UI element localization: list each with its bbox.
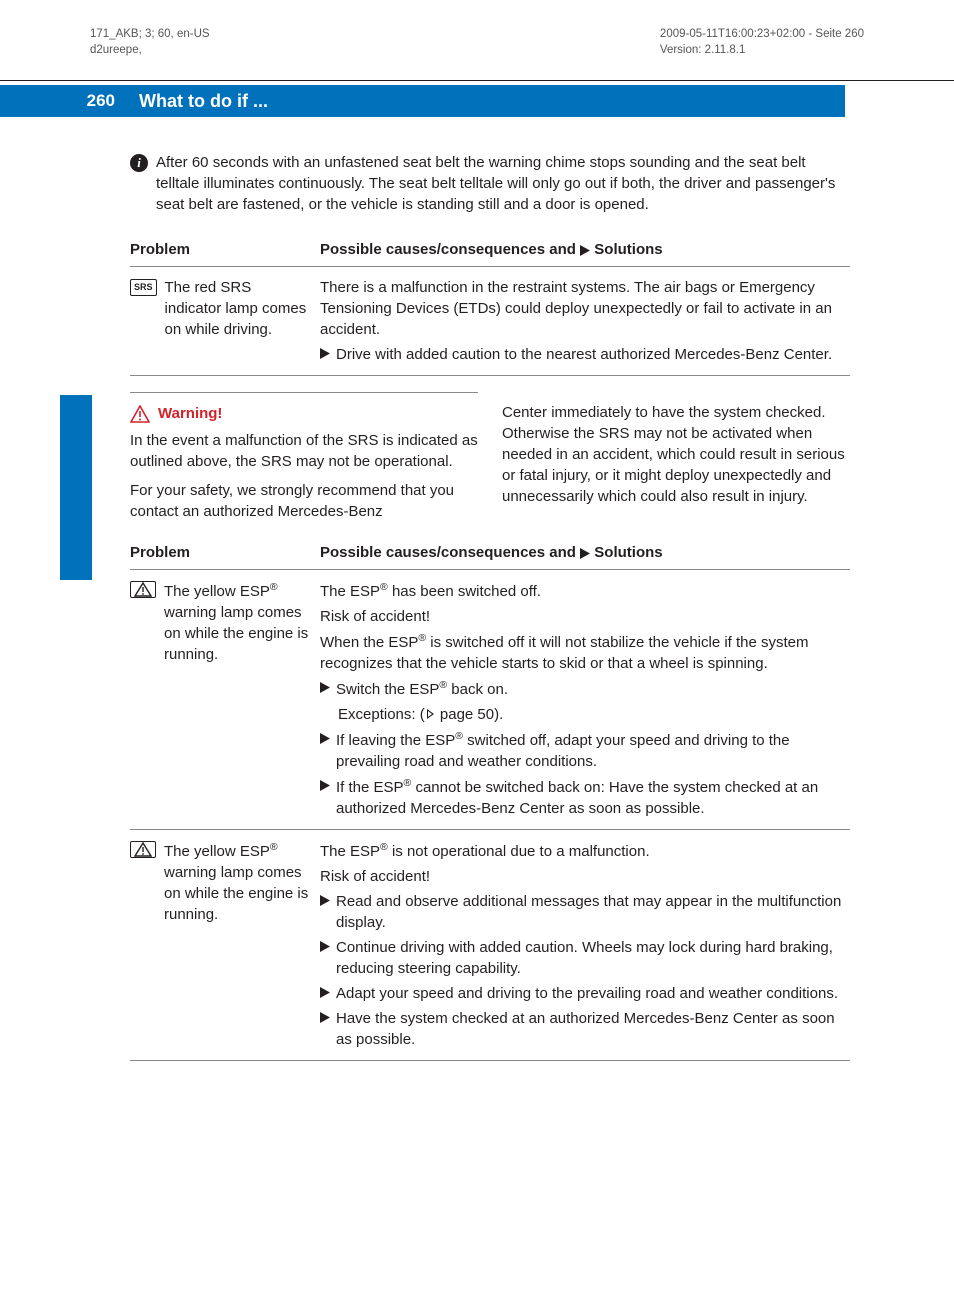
solution-text: Read and observe additional messages tha…: [336, 891, 842, 933]
solution-text: Switch the ESP® back on.: [336, 678, 508, 700]
cause-text-2: When the ESP® is switched off it will no…: [320, 631, 842, 674]
triangle-icon: [580, 245, 590, 256]
page-title: What to do if ...: [125, 85, 845, 117]
risk-text: Risk of accident!: [320, 606, 842, 627]
meta-left-2: d2ureepe,: [90, 42, 210, 58]
triangle-bullet-icon: [320, 987, 330, 998]
document-meta: 171_AKB; 3; 60, en-US d2ureepe, 2009-05-…: [0, 0, 954, 58]
solution-text: Continue driving with added caution. Whe…: [336, 937, 842, 979]
page-number: 260: [0, 85, 125, 117]
page-ref-icon: [427, 709, 434, 719]
triangle-bullet-icon: [320, 348, 330, 359]
th-problem: Problem: [130, 233, 320, 267]
triangle-bullet-icon: [320, 733, 330, 744]
meta-right: 2009-05-11T16:00:23+02:00 - Seite 260 Ve…: [660, 26, 864, 58]
cause-text: The ESP® has been switched off.: [320, 580, 842, 602]
th-solution: Possible causes/consequences and Solutio…: [320, 233, 850, 267]
warning-title: Warning!: [158, 403, 222, 424]
solution-text: If leaving the ESP® switched off, adapt …: [336, 729, 842, 772]
problem-text: The red SRS indicator lamp comes on whil…: [165, 277, 312, 340]
warning-block: Warning! In the event a malfunction of t…: [130, 392, 850, 522]
triangle-bullet-icon: [320, 682, 330, 693]
exception-text: Exceptions: ( page 50).: [320, 704, 842, 725]
warning-triangle-icon: [130, 405, 150, 423]
cause-text: There is a malfunction in the restraint …: [320, 277, 842, 340]
cause-text: The ESP® is not operational due to a mal…: [320, 840, 842, 862]
side-section-label: Practical hints: [62, 443, 85, 580]
problem-text: The yellow ESP® warning lamp comes on wh…: [164, 840, 312, 925]
th-solution: Possible causes/consequences and Solutio…: [320, 536, 850, 570]
info-text: After 60 seconds with an unfastened seat…: [156, 152, 850, 215]
triangle-bullet-icon: [320, 895, 330, 906]
triangle-bullet-icon: [320, 780, 330, 791]
solution-text: Drive with added caution to the nearest …: [336, 344, 832, 365]
meta-right-2: Version: 2.11.8.1: [660, 42, 864, 58]
triangle-bullet-icon: [320, 941, 330, 952]
table-row: The yellow ESP® warning lamp comes on wh…: [130, 570, 850, 830]
info-note: i After 60 seconds with an unfastened se…: [130, 152, 850, 215]
header-rule: [0, 80, 954, 81]
meta-left-1: 171_AKB; 3; 60, en-US: [90, 26, 210, 42]
problem-table-1: Problem Possible causes/consequences and…: [130, 233, 850, 376]
warning-p3: Center immediately to have the system ch…: [502, 402, 850, 507]
solution-text: Have the system checked at an authorized…: [336, 1008, 842, 1050]
triangle-bullet-icon: [320, 1012, 330, 1023]
content-area: i After 60 seconds with an unfastened se…: [130, 152, 850, 1061]
warning-p2: For your safety, we strongly recommend t…: [130, 480, 478, 522]
meta-left: 171_AKB; 3; 60, en-US d2ureepe,: [90, 26, 210, 58]
info-icon: i: [130, 154, 148, 172]
problem-table-2: Problem Possible causes/consequences and…: [130, 536, 850, 1061]
table-row: The yellow ESP® warning lamp comes on wh…: [130, 830, 850, 1061]
warning-p1: In the event a malfunction of the SRS is…: [130, 430, 478, 472]
meta-right-1: 2009-05-11T16:00:23+02:00 - Seite 260: [660, 26, 864, 42]
warning-indicator-icon: [130, 581, 156, 598]
triangle-icon: [580, 548, 590, 559]
warning-indicator-icon: [130, 841, 156, 858]
warning-heading: Warning!: [130, 392, 478, 424]
srs-icon: SRS: [130, 279, 157, 296]
th-problem: Problem: [130, 536, 320, 570]
solution-text: If the ESP® cannot be switched back on: …: [336, 776, 842, 819]
risk-text: Risk of accident!: [320, 866, 842, 887]
solution-text: Adapt your speed and driving to the prev…: [336, 983, 838, 1004]
problem-text: The yellow ESP® warning lamp comes on wh…: [164, 580, 312, 665]
page-header: 260 What to do if ...: [0, 85, 845, 117]
table-row: SRS The red SRS indicator lamp comes on …: [130, 267, 850, 376]
